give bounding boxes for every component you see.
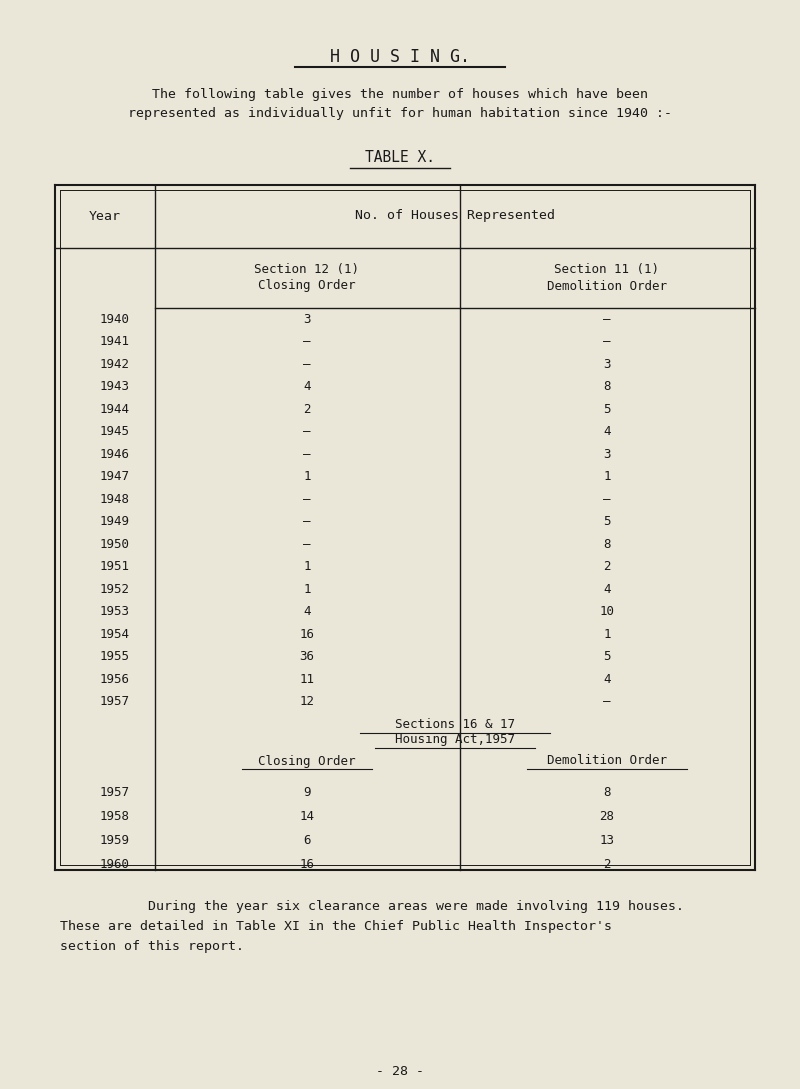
- Text: Demolition Order: Demolition Order: [547, 280, 667, 293]
- Text: 4: 4: [303, 380, 310, 393]
- Text: 1950: 1950: [100, 538, 130, 551]
- Text: Sections 16 & 17: Sections 16 & 17: [395, 719, 515, 732]
- Text: 1953: 1953: [100, 605, 130, 619]
- Text: 1958: 1958: [100, 810, 130, 823]
- Text: —: —: [303, 515, 310, 528]
- Text: 1955: 1955: [100, 650, 130, 663]
- Text: —: —: [303, 358, 310, 370]
- Text: 4: 4: [303, 605, 310, 619]
- Text: 16: 16: [299, 858, 314, 871]
- Text: 3: 3: [603, 448, 610, 461]
- Text: 10: 10: [599, 605, 614, 619]
- Text: Demolition Order: Demolition Order: [547, 755, 667, 768]
- Text: 8: 8: [603, 786, 610, 799]
- Text: Year: Year: [89, 209, 121, 222]
- Text: 1945: 1945: [100, 425, 130, 438]
- Text: —: —: [603, 335, 610, 348]
- Text: 1: 1: [303, 583, 310, 596]
- Text: 1946: 1946: [100, 448, 130, 461]
- Text: 2: 2: [303, 403, 310, 416]
- Text: No. of Houses Represented: No. of Houses Represented: [355, 209, 555, 222]
- Text: These are detailed in Table XI in the Chief Public Health Inspector's: These are detailed in Table XI in the Ch…: [60, 920, 612, 933]
- Text: —: —: [303, 425, 310, 438]
- Text: —: —: [303, 492, 310, 505]
- Text: 1959: 1959: [100, 834, 130, 847]
- Text: 1949: 1949: [100, 515, 130, 528]
- Text: —: —: [303, 538, 310, 551]
- Text: 2: 2: [603, 560, 610, 573]
- Text: Closing Order: Closing Order: [258, 755, 356, 768]
- Text: 1941: 1941: [100, 335, 130, 348]
- Text: Housing Act,1957: Housing Act,1957: [395, 734, 515, 746]
- Text: Closing Order: Closing Order: [258, 280, 356, 293]
- Text: section of this report.: section of this report.: [60, 940, 244, 953]
- Text: 1952: 1952: [100, 583, 130, 596]
- Text: 13: 13: [599, 834, 614, 847]
- Text: 4: 4: [603, 673, 610, 686]
- Text: 5: 5: [603, 403, 610, 416]
- Text: 2: 2: [603, 858, 610, 871]
- Text: 1: 1: [603, 470, 610, 484]
- Text: 1956: 1956: [100, 673, 130, 686]
- Text: 11: 11: [299, 673, 314, 686]
- Text: —: —: [603, 313, 610, 326]
- Text: 9: 9: [303, 786, 310, 799]
- Text: 36: 36: [299, 650, 314, 663]
- Text: 1957: 1957: [100, 786, 130, 799]
- Text: 16: 16: [299, 627, 314, 640]
- Text: Section 11 (1): Section 11 (1): [554, 264, 659, 277]
- Text: 1957: 1957: [100, 695, 130, 708]
- Text: 6: 6: [303, 834, 310, 847]
- Text: 1942: 1942: [100, 358, 130, 370]
- Text: 8: 8: [603, 380, 610, 393]
- Text: represented as individually unfit for human habitation since 1940 :-: represented as individually unfit for hu…: [128, 107, 672, 120]
- Text: 1948: 1948: [100, 492, 130, 505]
- Text: 14: 14: [299, 810, 314, 823]
- Text: The following table gives the number of houses which have been: The following table gives the number of …: [152, 88, 648, 101]
- Text: 4: 4: [603, 425, 610, 438]
- Text: TABLE X.: TABLE X.: [365, 150, 435, 166]
- Text: —: —: [303, 448, 310, 461]
- Text: 1: 1: [303, 560, 310, 573]
- Text: 1954: 1954: [100, 627, 130, 640]
- Text: H O U S I N G.: H O U S I N G.: [330, 48, 470, 66]
- Text: 5: 5: [603, 650, 610, 663]
- Text: 1951: 1951: [100, 560, 130, 573]
- Text: 1947: 1947: [100, 470, 130, 484]
- Text: 1943: 1943: [100, 380, 130, 393]
- Text: —: —: [603, 695, 610, 708]
- Text: 1940: 1940: [100, 313, 130, 326]
- Text: 28: 28: [599, 810, 614, 823]
- Text: —: —: [303, 335, 310, 348]
- Text: 12: 12: [299, 695, 314, 708]
- Text: - 28 -: - 28 -: [376, 1065, 424, 1078]
- Text: 1960: 1960: [100, 858, 130, 871]
- Text: 1944: 1944: [100, 403, 130, 416]
- Text: During the year six clearance areas were made involving 119 houses.: During the year six clearance areas were…: [116, 900, 684, 913]
- Text: 1: 1: [303, 470, 310, 484]
- Text: 4: 4: [603, 583, 610, 596]
- Text: 3: 3: [603, 358, 610, 370]
- Text: —: —: [603, 492, 610, 505]
- Text: 1: 1: [603, 627, 610, 640]
- Text: Section 12 (1): Section 12 (1): [254, 264, 359, 277]
- Text: 5: 5: [603, 515, 610, 528]
- Text: 3: 3: [303, 313, 310, 326]
- Text: 8: 8: [603, 538, 610, 551]
